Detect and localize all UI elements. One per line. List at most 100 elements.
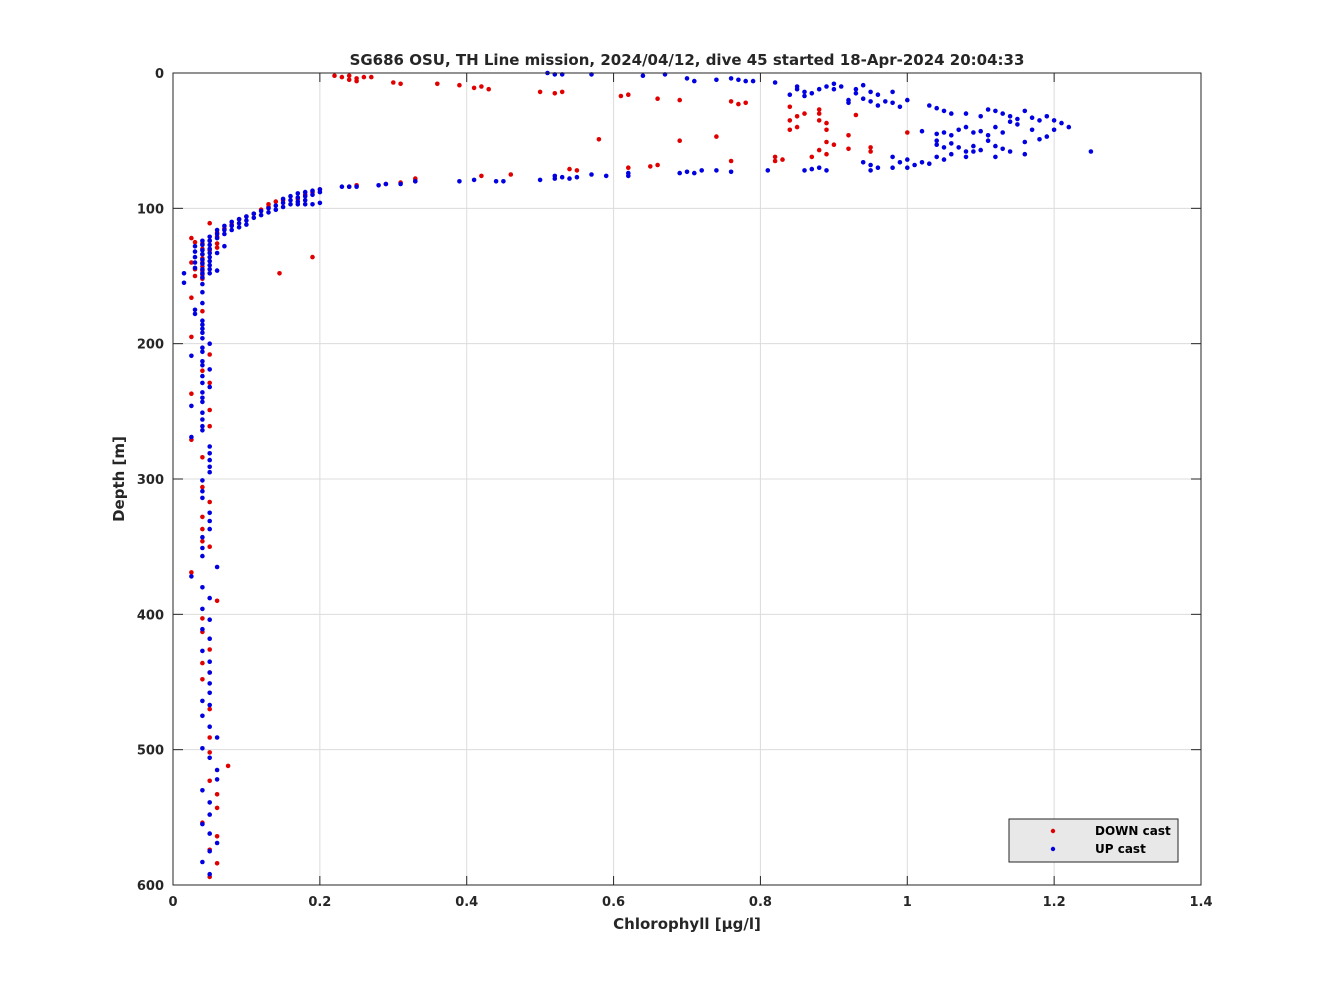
up-cast-point [868,89,873,95]
up-cast-point [736,77,741,83]
up-cast-point [971,143,976,149]
down-cast-point [728,158,734,164]
down-cast-point [200,660,205,666]
up-cast-point [207,510,212,516]
up-cast-point [214,767,220,773]
up-cast-point [963,154,969,160]
down-cast-point [574,168,580,173]
up-cast-point [200,238,205,244]
down-cast-point [207,750,212,755]
up-cast-point [883,99,888,104]
up-cast-point [207,755,212,761]
up-cast-point [200,336,205,341]
x-tick-label: 0.4 [455,895,478,910]
up-cast-point [200,281,205,287]
down-cast-point [552,91,558,96]
up-cast-point [214,735,220,740]
up-cast-point [699,168,704,173]
up-cast-point [192,265,198,271]
up-cast-point [897,104,903,110]
down-cast-point [655,96,660,101]
up-cast-point [295,202,301,207]
up-cast-point [207,246,212,252]
up-cast-point [302,189,308,195]
down-cast-point [332,73,337,78]
down-cast-point [189,295,194,301]
down-cast-point [200,514,205,520]
down-cast-point [398,81,403,87]
down-cast-point [853,112,859,118]
up-cast-point [985,133,991,138]
up-cast-point [200,266,205,272]
up-cast-point [934,105,939,111]
up-cast-point [251,215,257,221]
down-cast-point [780,157,785,162]
down-cast-point [214,861,220,866]
down-cast-point [736,101,741,107]
up-cast-point [941,157,947,162]
up-cast-point [677,170,682,176]
up-cast-point [1044,114,1050,119]
down-cast-point [391,80,396,85]
up-cast-point [200,698,205,704]
up-cast-point [200,478,205,483]
up-cast-point [552,176,558,181]
legend-marker-down [1050,828,1056,834]
down-cast-point [559,89,565,95]
up-cast-point [200,275,205,280]
up-cast-point [200,534,205,540]
up-cast-point [1000,130,1005,135]
up-cast-point [200,261,205,267]
up-cast-point [714,77,719,83]
x-tick-label: 1.4 [1189,895,1212,910]
down-cast-point [868,145,873,150]
up-cast-point [1000,146,1005,152]
down-cast-point [346,73,352,78]
down-cast-point [189,391,194,397]
up-cast-point [207,258,212,264]
up-cast-point [280,196,286,202]
up-cast-point [816,86,822,92]
down-cast-point [809,154,815,160]
up-cast-point [728,169,734,175]
up-cast-point [934,131,939,137]
up-cast-point [207,464,212,470]
up-cast-point [963,149,969,154]
up-cast-point [971,130,976,135]
up-cast-point [200,626,205,632]
up-cast-point [192,243,198,249]
up-cast-point [310,202,315,207]
down-cast-point [310,254,315,260]
up-cast-point [1037,137,1042,142]
up-cast-point [200,399,205,405]
up-cast-point [192,260,198,265]
up-cast-point [200,423,205,429]
up-cast-point [1051,118,1057,123]
up-cast-point [1037,118,1042,123]
down-cast-point [214,241,220,246]
up-cast-point [875,92,881,97]
up-cast-point [214,268,220,273]
up-cast-point [310,188,315,193]
up-cast-point [207,271,212,276]
up-cast-point [809,166,815,172]
up-cast-point [714,168,719,173]
down-cast-point [626,165,631,170]
up-cast-point [1022,151,1028,157]
down-cast-point [831,142,837,147]
down-cast-point [214,805,220,811]
up-cast-point [207,724,212,729]
up-cast-point [831,81,837,87]
up-cast-point [207,670,212,675]
up-cast-point [266,210,271,215]
up-cast-point [985,138,991,143]
down-cast-point [772,154,778,160]
down-cast-point [189,334,194,340]
up-cast-point [728,76,734,81]
up-cast-point [302,193,308,199]
down-cast-point [728,99,734,104]
up-cast-point [214,235,220,241]
up-cast-point [853,91,859,96]
up-cast-point [941,145,947,150]
up-cast-point [207,871,212,877]
